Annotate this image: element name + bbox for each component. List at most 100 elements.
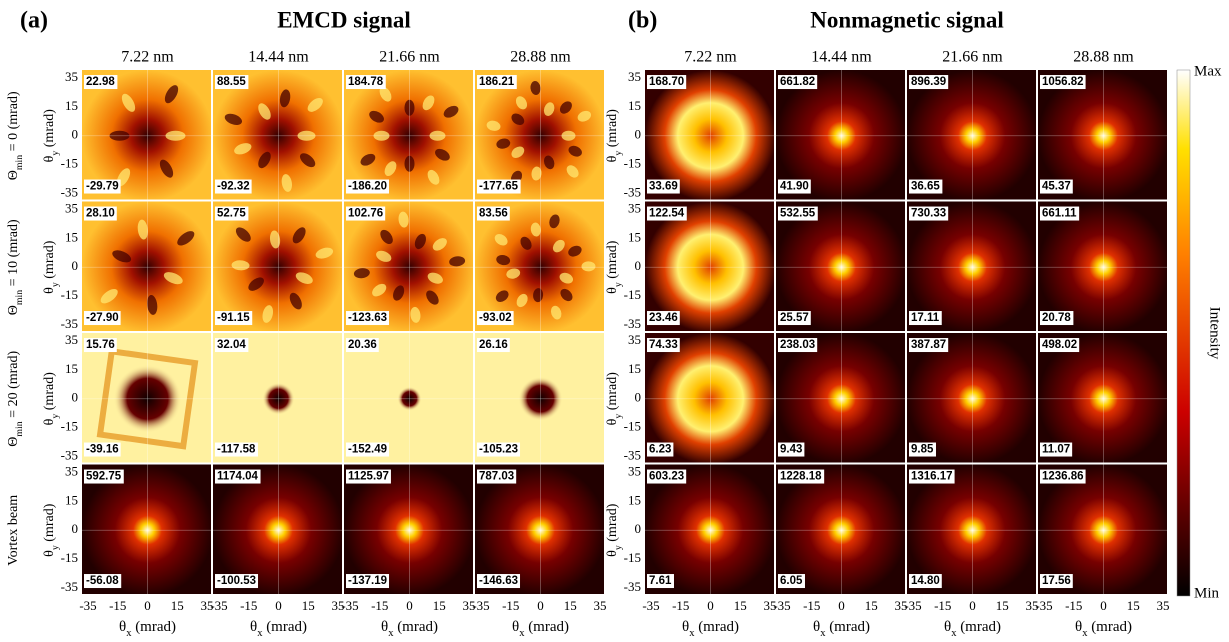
value-label: 14.80 bbox=[911, 575, 940, 587]
y-tick-label: 0 bbox=[72, 390, 79, 405]
y-tick-label: 15 bbox=[628, 361, 641, 376]
x-tick-label: 0 bbox=[1100, 598, 1107, 613]
y-tick-label: 35 bbox=[628, 463, 641, 478]
label-part: θ bbox=[381, 619, 388, 635]
y-tick-label: 0 bbox=[72, 521, 79, 536]
y-tick-label: 35 bbox=[65, 332, 78, 347]
value-label: 122.54 bbox=[649, 208, 685, 220]
value-label: -29.79 bbox=[86, 181, 119, 193]
value-label: 498.02 bbox=[1042, 339, 1077, 351]
x-tick-label: -15 bbox=[803, 598, 820, 613]
y-tick-label: 0 bbox=[72, 258, 79, 273]
label-part: (mrad) bbox=[42, 372, 57, 414]
value-label: -152.49 bbox=[348, 444, 387, 456]
y-tick-label: 15 bbox=[628, 229, 641, 244]
panel-label: (a) bbox=[20, 8, 48, 34]
value-label: 661.11 bbox=[1042, 208, 1077, 220]
x-tick-label: -15 bbox=[672, 598, 689, 613]
y-axis-label: θy (mrad) bbox=[42, 109, 61, 163]
label-part: (mrad) bbox=[1087, 619, 1132, 635]
x-tick-label: 15 bbox=[302, 598, 315, 613]
value-label: 23.46 bbox=[649, 312, 678, 324]
y-axis-label: θy (mrad) bbox=[605, 109, 624, 163]
value-label: 532.55 bbox=[780, 208, 816, 220]
x-tick-label: 0 bbox=[275, 598, 282, 613]
value-label: 6.05 bbox=[780, 575, 803, 587]
value-label: 88.55 bbox=[217, 76, 246, 88]
row-label: Θmin = 20 (mrad) bbox=[6, 350, 25, 446]
value-label: 17.11 bbox=[911, 312, 940, 324]
value-label: -27.90 bbox=[86, 312, 119, 324]
label-part: (mrad) bbox=[694, 619, 739, 635]
x-tick-label: -35 bbox=[79, 598, 96, 613]
value-label: 238.03 bbox=[780, 339, 815, 351]
value-label: 102.76 bbox=[348, 208, 383, 220]
x-tick-label: 15 bbox=[1127, 598, 1140, 613]
y-tick-label: 35 bbox=[65, 463, 78, 478]
value-label: 9.85 bbox=[911, 444, 934, 456]
label-part: θ bbox=[119, 619, 126, 635]
label-part: (mrad) bbox=[393, 619, 438, 635]
y-tick-label: -35 bbox=[624, 316, 641, 331]
value-label: -123.63 bbox=[348, 312, 387, 324]
value-label: 603.23 bbox=[649, 471, 684, 483]
panel-title: Nonmagnetic signal bbox=[810, 7, 1004, 32]
value-label: 387.87 bbox=[911, 339, 946, 351]
value-label: 592.75 bbox=[86, 471, 122, 483]
label-part: Vortex beam bbox=[6, 495, 21, 566]
label-part: = 10 (mrad) bbox=[6, 219, 21, 290]
row-label: Θmin = 0 (mrad) bbox=[6, 91, 25, 180]
value-label: -117.58 bbox=[217, 444, 256, 456]
column-header: 28.88 nm bbox=[510, 49, 571, 66]
y-axis-label: θy (mrad) bbox=[605, 240, 624, 294]
column-header: 7.22 nm bbox=[684, 49, 737, 66]
y-tick-label: -15 bbox=[61, 419, 78, 434]
panel-title: EMCD signal bbox=[277, 7, 411, 32]
label-part: (mrad) bbox=[956, 619, 1001, 635]
colorbar-label: Intensity bbox=[1207, 307, 1223, 360]
y-tick-label: -35 bbox=[624, 579, 641, 594]
y-tick-label: 15 bbox=[65, 98, 78, 113]
x-tick-label: -35 bbox=[642, 598, 659, 613]
label-part: θ bbox=[512, 619, 519, 635]
value-label: 15.76 bbox=[86, 339, 115, 351]
value-label: -56.08 bbox=[86, 575, 119, 587]
x-tick-label: 35 bbox=[1157, 598, 1170, 613]
label-part: min bbox=[14, 155, 25, 170]
x-tick-label: 15 bbox=[564, 598, 577, 613]
y-tick-label: -15 bbox=[624, 419, 641, 434]
value-label: -186.20 bbox=[348, 181, 387, 193]
y-tick-label: 35 bbox=[628, 69, 641, 84]
y-tick-label: 15 bbox=[628, 98, 641, 113]
x-tick-label: 15 bbox=[865, 598, 878, 613]
value-label: 9.43 bbox=[780, 444, 802, 456]
y-tick-label: 15 bbox=[65, 229, 78, 244]
label-part: (mrad) bbox=[605, 503, 620, 545]
x-tick-label: -35 bbox=[472, 598, 489, 613]
y-tick-label: -35 bbox=[61, 316, 78, 331]
y-tick-label: 0 bbox=[72, 127, 79, 142]
y-axis-label: θy (mrad) bbox=[605, 372, 624, 426]
row-label: Vortex beam bbox=[6, 495, 21, 566]
y-tick-label: -15 bbox=[624, 156, 641, 171]
panel-label: (b) bbox=[628, 8, 657, 34]
x-tick-label: -15 bbox=[240, 598, 257, 613]
value-label: 17.56 bbox=[1042, 575, 1071, 587]
column-header: 28.88 nm bbox=[1073, 49, 1134, 66]
colorbar-min: Min bbox=[1194, 585, 1220, 601]
label-part: (mrad) bbox=[605, 372, 620, 414]
x-tick-label: -15 bbox=[1065, 598, 1082, 613]
label-part: (mrad) bbox=[42, 240, 57, 282]
value-label: 1228.18 bbox=[780, 471, 822, 483]
label-part: (mrad) bbox=[131, 619, 176, 635]
value-label: -105.23 bbox=[479, 444, 518, 456]
label-part: = 0 (mrad) bbox=[6, 91, 21, 155]
value-label: 74.33 bbox=[649, 339, 678, 351]
value-label: -137.19 bbox=[348, 575, 387, 587]
label-part: Θ bbox=[6, 437, 21, 447]
x-tick-label: 0 bbox=[406, 598, 413, 613]
value-label: 1174.04 bbox=[217, 471, 259, 483]
value-label: 83.56 bbox=[479, 208, 508, 220]
y-tick-label: -35 bbox=[61, 184, 78, 199]
x-tick-label: -15 bbox=[934, 598, 951, 613]
